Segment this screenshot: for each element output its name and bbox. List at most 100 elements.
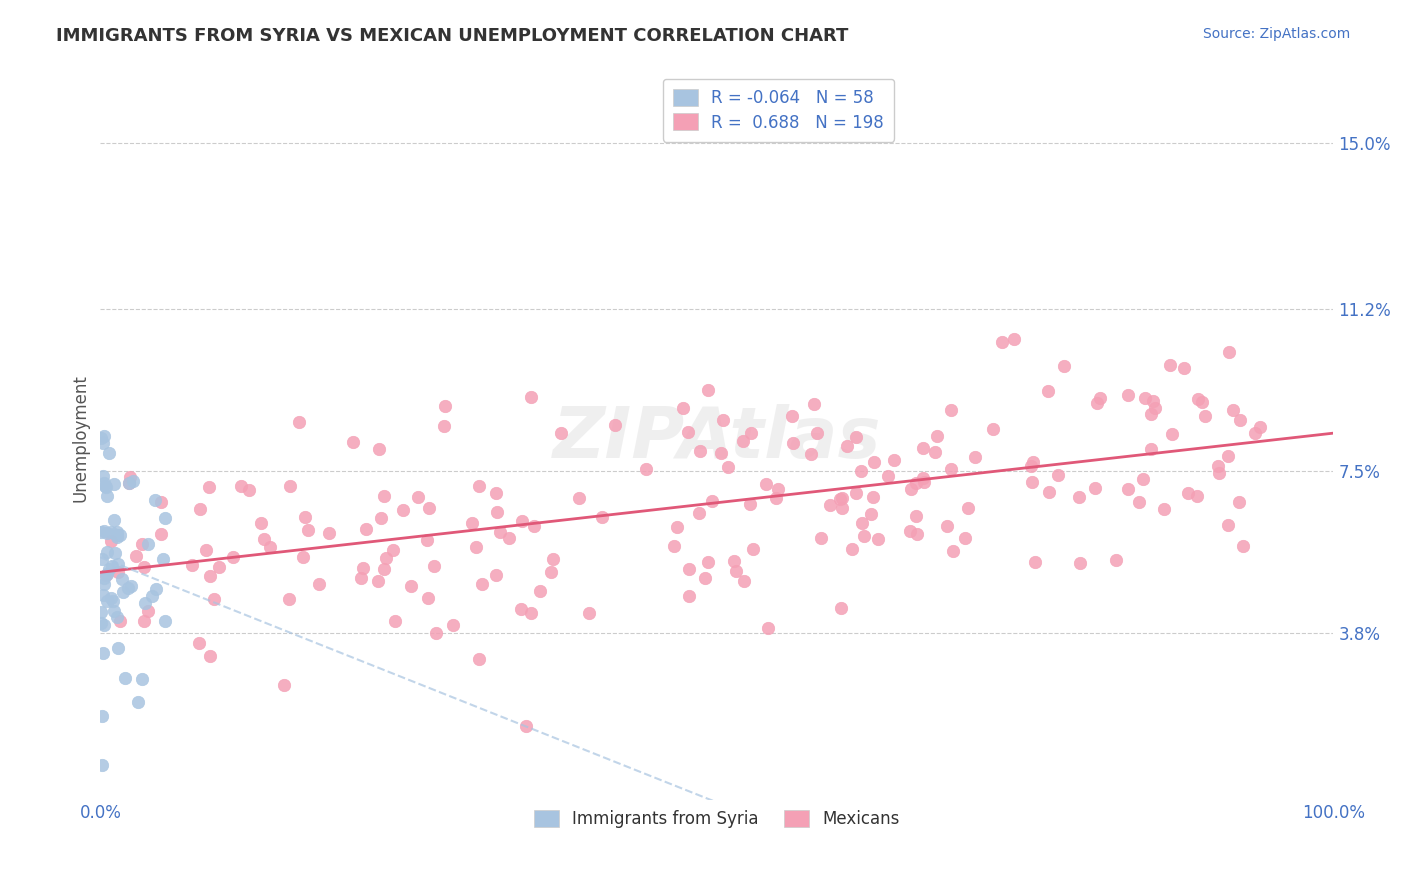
Point xyxy=(529,584,551,599)
Point xyxy=(93,524,115,538)
Y-axis label: Unemployment: Unemployment xyxy=(72,375,89,502)
Point xyxy=(1046,468,1069,483)
Point xyxy=(853,529,876,543)
Point xyxy=(367,574,389,588)
Point xyxy=(198,648,221,663)
Point xyxy=(672,401,695,416)
Point xyxy=(91,551,114,566)
Point xyxy=(105,528,128,542)
Point xyxy=(96,594,118,608)
Point xyxy=(981,422,1004,436)
Point xyxy=(136,536,159,550)
Point xyxy=(678,562,700,576)
Point xyxy=(831,500,853,515)
Point xyxy=(375,551,398,566)
Point xyxy=(1140,442,1163,456)
Point xyxy=(1105,552,1128,566)
Point xyxy=(406,491,429,505)
Point xyxy=(107,566,129,580)
Point xyxy=(352,561,374,575)
Point xyxy=(697,555,720,569)
Point xyxy=(689,444,711,458)
Point xyxy=(831,491,853,505)
Point xyxy=(460,516,482,531)
Point xyxy=(578,606,600,620)
Point xyxy=(912,442,935,456)
Point xyxy=(418,591,440,605)
Point xyxy=(1177,486,1199,500)
Point xyxy=(418,501,440,516)
Point xyxy=(342,434,364,449)
Point xyxy=(1191,394,1213,409)
Point xyxy=(297,524,319,538)
Point xyxy=(181,558,204,572)
Point xyxy=(1088,391,1111,405)
Point xyxy=(208,559,231,574)
Point xyxy=(810,531,832,545)
Point xyxy=(93,576,115,591)
Point xyxy=(90,524,112,539)
Point xyxy=(198,480,221,494)
Point xyxy=(1002,332,1025,346)
Point xyxy=(724,564,747,578)
Point xyxy=(465,540,488,554)
Point xyxy=(806,426,828,441)
Point xyxy=(841,541,863,556)
Point xyxy=(1067,491,1090,505)
Point xyxy=(93,618,115,632)
Point xyxy=(591,509,613,524)
Point xyxy=(1222,402,1244,417)
Point xyxy=(96,526,118,541)
Point xyxy=(91,708,114,723)
Point xyxy=(100,524,122,539)
Point xyxy=(382,542,405,557)
Point xyxy=(294,509,316,524)
Point xyxy=(1085,396,1108,410)
Point xyxy=(550,426,572,441)
Point xyxy=(540,565,562,579)
Point xyxy=(467,651,489,665)
Point xyxy=(370,510,392,524)
Point xyxy=(851,516,873,530)
Point xyxy=(93,571,115,585)
Point xyxy=(416,533,439,547)
Point xyxy=(132,614,155,628)
Point xyxy=(963,450,986,465)
Point xyxy=(662,539,685,553)
Point xyxy=(1244,425,1267,440)
Point xyxy=(259,541,281,555)
Point xyxy=(543,551,565,566)
Point xyxy=(678,589,700,603)
Point xyxy=(515,719,537,733)
Point xyxy=(354,522,377,536)
Point xyxy=(1135,392,1157,406)
Point xyxy=(399,579,422,593)
Point xyxy=(935,519,957,533)
Point xyxy=(468,479,491,493)
Point xyxy=(520,390,543,404)
Point xyxy=(905,527,928,541)
Text: Source: ZipAtlas.com: Source: ZipAtlas.com xyxy=(1202,27,1350,41)
Point xyxy=(782,435,804,450)
Point xyxy=(924,444,946,458)
Point xyxy=(953,531,976,545)
Point xyxy=(876,469,898,483)
Point xyxy=(153,615,176,629)
Point xyxy=(835,439,858,453)
Point xyxy=(939,462,962,476)
Point xyxy=(91,435,114,450)
Point xyxy=(308,576,330,591)
Point xyxy=(222,549,245,564)
Point xyxy=(229,478,252,492)
Point xyxy=(1038,484,1060,499)
Point xyxy=(318,525,340,540)
Point xyxy=(634,462,657,476)
Point xyxy=(149,495,172,509)
Point xyxy=(498,531,520,545)
Point xyxy=(103,476,125,491)
Point xyxy=(489,525,512,540)
Point xyxy=(1187,392,1209,406)
Point xyxy=(851,464,873,478)
Point xyxy=(1024,555,1046,569)
Point xyxy=(756,621,779,635)
